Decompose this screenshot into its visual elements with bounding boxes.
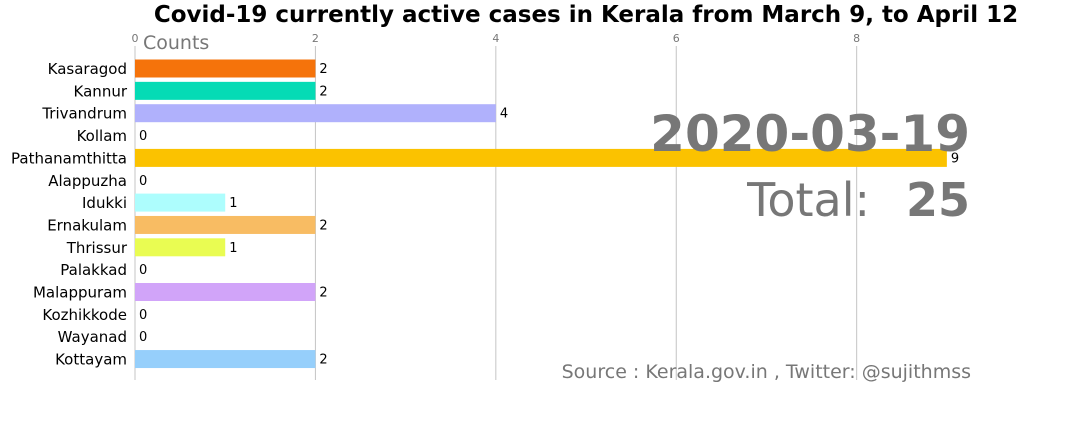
value-label: 0 [139,174,147,189]
category-label: Thrissur [66,239,128,257]
value-label: 2 [319,218,327,233]
bar [135,193,226,212]
source-annotation: Source : Kerala.gov.in , Twitter: @sujit… [562,361,971,383]
x-axis-ticks: 0 2 4 6 8 [132,32,861,45]
bar [135,350,316,369]
category-label: Kasaragod [48,60,127,78]
category-labels: Kasaragod Kannur Trivandrum Kollam Pathanamt… [11,60,128,369]
x-tick-label: 6 [673,32,680,45]
value-label: 2 [319,84,327,99]
category-label: Ernakulam [47,216,127,234]
bar [135,238,226,257]
grid-lines [134,46,858,380]
value-label: 0 [139,263,147,278]
category-label: Kottayam [55,351,127,369]
value-label: 0 [139,129,147,144]
value-label: 2 [319,62,327,77]
category-label: Malappuram [33,284,127,302]
value-label: 1 [229,241,237,256]
x-tick-label: 0 [132,32,139,45]
date-annotation: 2020-03-19 [650,105,970,163]
value-label: 0 [139,308,147,323]
value-label: 4 [500,107,508,122]
bar [135,104,496,123]
value-label: 0 [139,330,147,345]
category-label: Idukki [82,194,127,212]
total-value: 25 [906,173,970,227]
bar [135,215,316,234]
x-axis-label: Counts [143,32,209,54]
x-tick-label: 2 [312,32,319,45]
value-labels: 2 2 4 0 9 0 1 2 1 0 2 0 0 2 [139,62,959,368]
bars [135,59,947,369]
x-tick-label: 4 [492,32,499,45]
bar [135,148,947,167]
value-label: 9 [951,151,959,166]
bar [135,283,316,301]
category-label: Kannur [74,82,128,100]
category-label: Palakkad [60,261,127,279]
chart-title: Covid-19 currently active cases in Keral… [154,2,1018,28]
x-tick-label: 8 [853,32,860,45]
category-label: Wayanad [58,328,127,346]
bar [135,59,316,78]
category-label: Kozhikkode [42,306,127,324]
bar [135,81,316,100]
category-label: Alappuzha [48,172,127,190]
total-label: Total: [746,173,870,227]
category-label: Pathanamthitta [11,149,127,167]
value-label: 2 [319,286,327,301]
category-label: Kollam [77,127,127,145]
value-label: 1 [229,196,237,211]
value-label: 2 [319,353,327,368]
category-label: Trivandrum [41,105,127,123]
